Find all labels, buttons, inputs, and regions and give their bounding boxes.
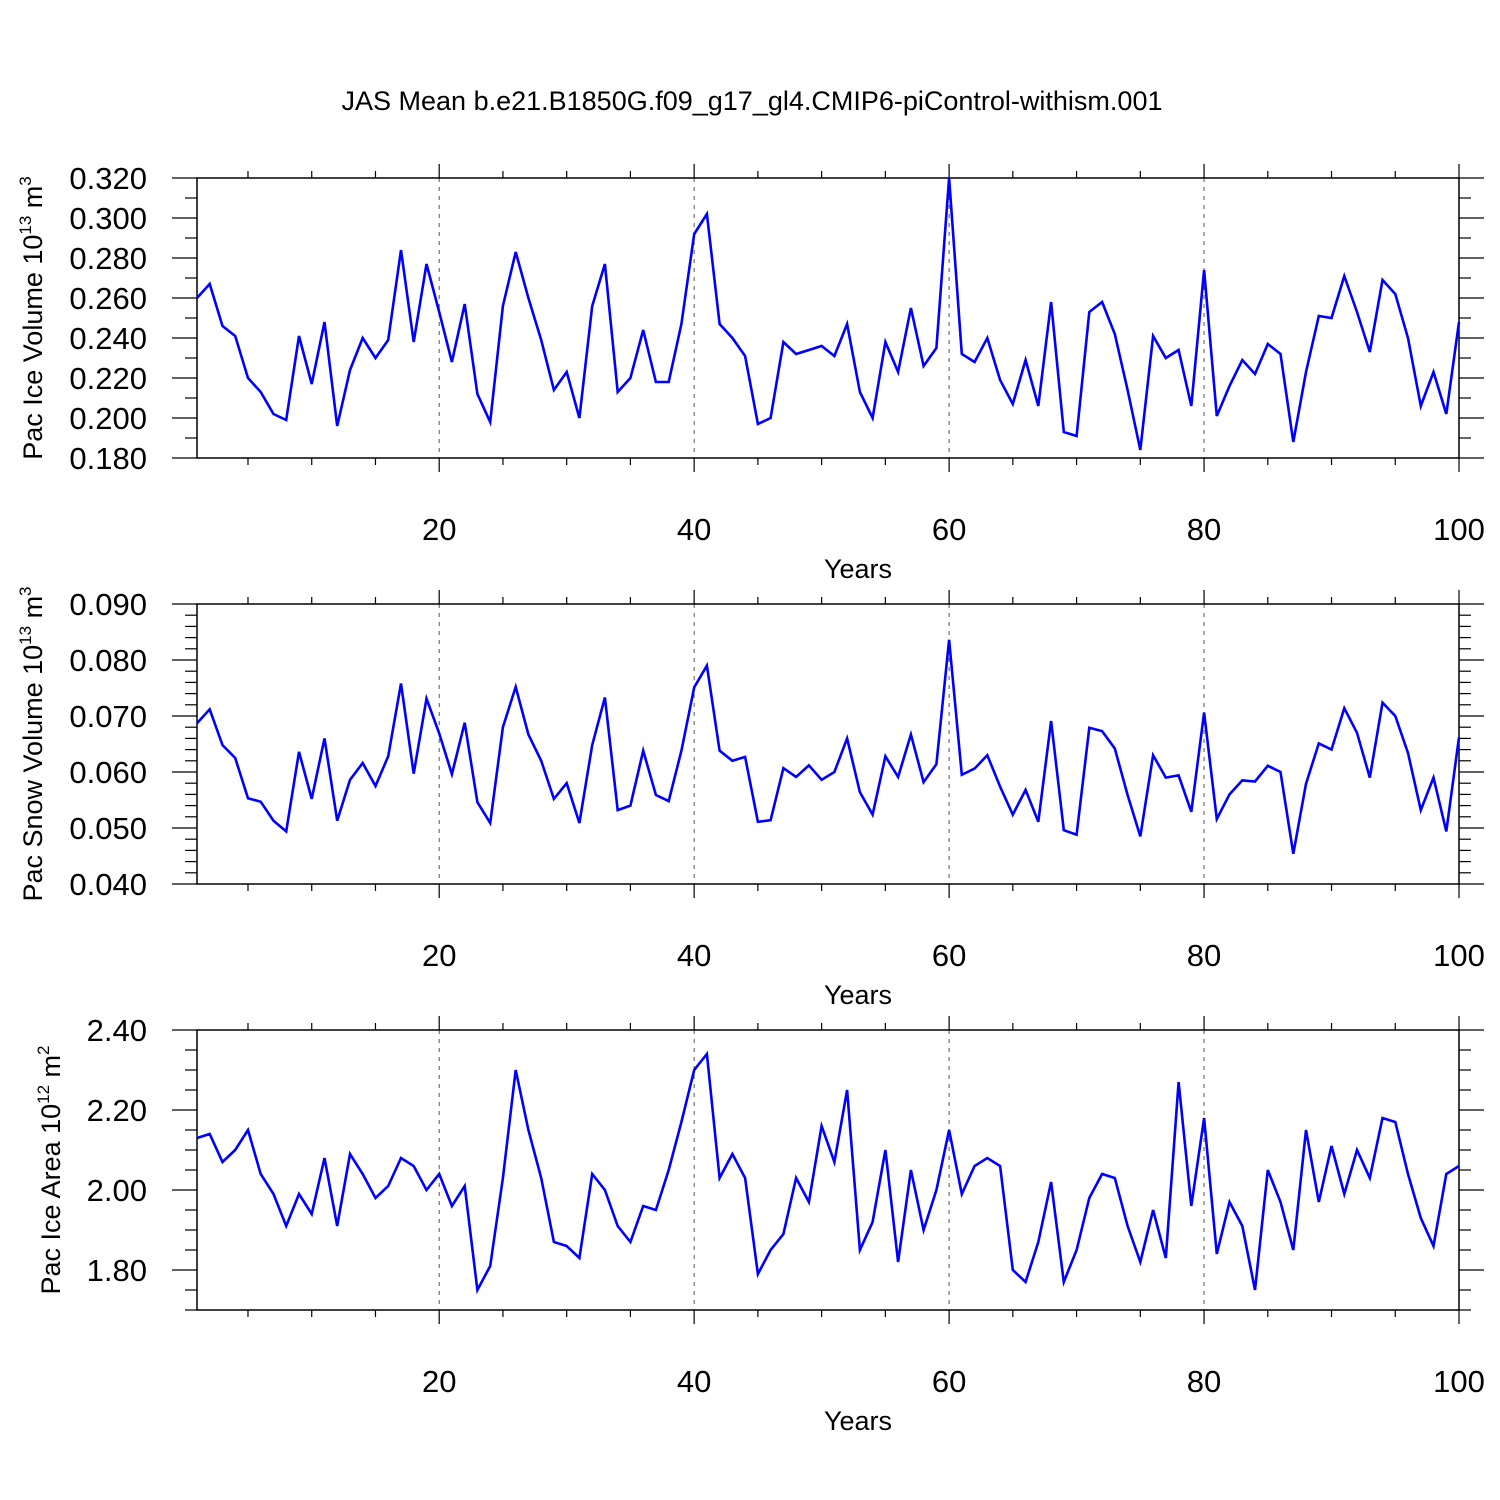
- x-tick-label: 60: [932, 938, 966, 973]
- y-tick-label: 0.280: [69, 241, 147, 276]
- chart-title: JAS Mean b.e21.B1850G.f09_g17_gl4.CMIP6-…: [341, 86, 1163, 116]
- y-tick-label: 0.050: [69, 811, 147, 846]
- y-tick-label: 2.40: [87, 1013, 147, 1048]
- y-tick-label: 0.090: [69, 587, 147, 622]
- x-tick-label: 60: [932, 1364, 966, 1399]
- x-tick-label: 20: [422, 512, 456, 547]
- x-axis-label: Years: [824, 980, 892, 1010]
- y-tick-label: 0.220: [69, 361, 147, 396]
- y-tick-label: 0.300: [69, 201, 147, 236]
- y-tick-label: 2.00: [87, 1173, 147, 1208]
- chart-panel-3: 20 40 60 80 100 1.80 2.00 2.20 2.40 Years Pac Ice …: [34, 1013, 1485, 1436]
- y-tick-label: 0.200: [69, 401, 147, 436]
- x-tick-label: 60: [932, 512, 966, 547]
- x-tick-label: 100: [1433, 1364, 1485, 1399]
- y-tick-label: 0.240: [69, 321, 147, 356]
- chart-panel-2: 20 40 60 80 100 0.040 0.050 0.060 0.070 0.080 0.09…: [16, 586, 1485, 1010]
- x-axis-label: Years: [824, 554, 892, 584]
- y-tick-label: 0.040: [69, 867, 147, 902]
- y-tick-label: 1.80: [87, 1253, 147, 1288]
- x-tick-label: 40: [677, 938, 711, 973]
- x-tick-label: 80: [1187, 1364, 1221, 1399]
- x-tick-label: 100: [1433, 938, 1485, 973]
- x-axis-label: Years: [824, 1406, 892, 1436]
- plot-frame: [196, 177, 1460, 459]
- x-tick-label: 40: [677, 512, 711, 547]
- plot-frame: [196, 603, 1460, 885]
- x-tick-label: 100: [1433, 512, 1485, 547]
- x-tick-label: 80: [1187, 938, 1221, 973]
- y-tick-label: 0.060: [69, 755, 147, 790]
- x-tick-label: 80: [1187, 512, 1221, 547]
- plot-frame: [196, 1029, 1460, 1311]
- y-tick-label: 0.070: [69, 699, 147, 734]
- y-tick-label: 0.320: [69, 161, 147, 196]
- series-line: [196, 177, 1461, 451]
- x-tick-label: 20: [422, 938, 456, 973]
- y-axis-label: Pac Ice Area 1012 m2: [34, 1045, 66, 1294]
- series-line: [196, 1050, 1460, 1295]
- y-tick-label: 0.180: [69, 441, 147, 476]
- y-axis-label: Pac Snow Volume 1013 m3: [16, 586, 48, 901]
- chart-panel-1: 20 40 60 80 100 0.180 0.200 0.220 0.240 0.260 0.28…: [16, 161, 1485, 584]
- y-tick-label: 0.080: [69, 643, 147, 678]
- x-tick-label: 40: [677, 1364, 711, 1399]
- y-axis-label: Pac Ice Volume 1013 m3: [16, 176, 48, 460]
- x-tick-label: 20: [422, 1364, 456, 1399]
- y-tick-label: 2.20: [87, 1093, 147, 1128]
- y-tick-label: 0.260: [69, 281, 147, 316]
- series-line: [196, 639, 1461, 855]
